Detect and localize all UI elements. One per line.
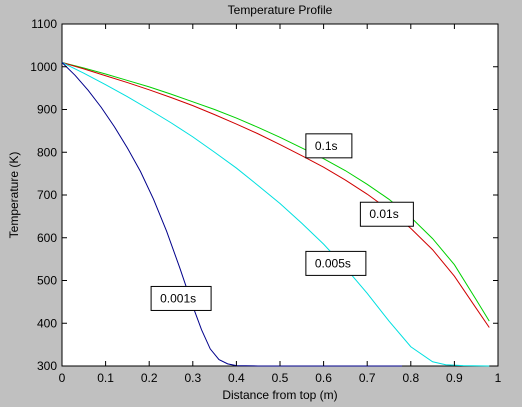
x-tick-label: 0.3 — [184, 371, 201, 385]
annotation-box — [150, 285, 212, 311]
series-line-0 — [61, 61, 490, 322]
annotation-box — [359, 201, 414, 227]
series-line-1 — [61, 62, 490, 328]
x-tick-label: 0 — [59, 371, 66, 385]
y-tick-label: 300 — [37, 359, 57, 373]
annotation-label: 0.001s — [160, 291, 196, 305]
y-axis-ticks: 300 400 500 600 700 800 900 1000 1100 — [30, 17, 498, 373]
y-tick-label: 500 — [37, 274, 57, 288]
annotation-label: 0.01s — [369, 207, 398, 221]
annotation-2: 0.005s — [305, 250, 367, 276]
x-tick-label: 1 — [495, 371, 502, 385]
x-tick-label: 0.1 — [97, 371, 114, 385]
annotation-0: 0.1s — [305, 133, 353, 159]
x-tick-label: 0.2 — [141, 371, 158, 385]
x-tick-label: 0.9 — [446, 371, 463, 385]
x-tick-label: 0.8 — [402, 371, 419, 385]
x-axis-title: Distance from top (m) — [222, 388, 337, 402]
y-axis-title: Temperature (K) — [7, 152, 21, 239]
annotation-label: 0.1s — [315, 139, 338, 153]
annotation-3: 0.001s — [150, 285, 212, 311]
y-tick-label: 1100 — [31, 17, 57, 31]
y-tick-label: 400 — [37, 316, 57, 330]
y-tick-label: 900 — [37, 103, 57, 117]
annotation-label: 0.005s — [315, 256, 351, 270]
x-axis-ticks: 0 0.1 0.2 0.3 0.4 0.5 0.6 0.7 0.8 0.9 1 — [59, 24, 502, 385]
y-tick-label: 1000 — [30, 60, 57, 74]
annotation-1: 0.01s — [359, 201, 414, 227]
y-tick-label: 600 — [37, 231, 57, 245]
series-line-2 — [61, 62, 490, 367]
x-tick-label: 0.6 — [315, 371, 332, 385]
y-tick-label: 700 — [37, 188, 57, 202]
annotation-box — [305, 250, 367, 276]
plot-area — [61, 23, 499, 367]
y-tick-label: 800 — [37, 145, 57, 159]
annotation-box — [305, 133, 353, 159]
annotation-layer: 0.1s 0.01s 0.005s 0.001s — [150, 133, 414, 311]
series-layer — [61, 61, 490, 367]
x-tick-label: 0.4 — [228, 371, 245, 385]
x-tick-label: 0.5 — [272, 371, 289, 385]
chart-title: Temperature Profile — [228, 3, 333, 17]
x-tick-label: 0.7 — [359, 371, 376, 385]
